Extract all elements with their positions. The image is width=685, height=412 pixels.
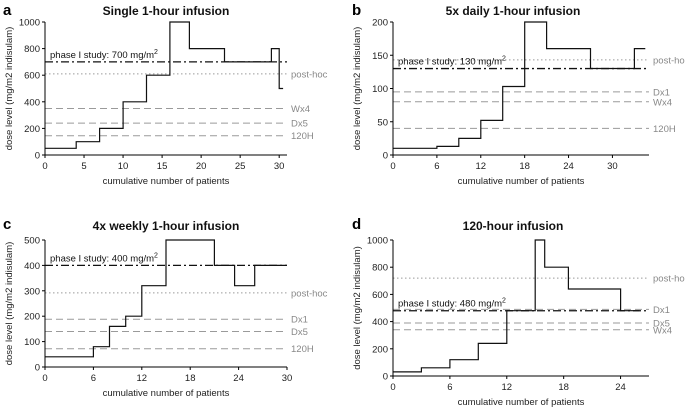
y-axis-label: dose level (mg/m2 indisulam) [352,246,363,370]
panel-a: a Single 1-hour infusion post-hoc Wx4 Dx5120… [3,2,328,187]
y-tick-label: 200 [372,18,388,29]
y-tick-label: 100 [24,337,40,348]
dose-step-line [393,21,646,149]
x-tick-label: 20 [196,161,207,172]
reference-label: Wx4 [291,104,310,115]
x-tick-label: 30 [607,161,618,172]
x-axis-label: cumulative number of patients [103,388,230,399]
reference-label: 120H [291,131,314,142]
y-tick-label: 400 [372,317,388,328]
x-tick-label: 18 [185,373,196,384]
panel-letter: b [352,2,361,19]
panel-title: Single 1-hour infusion [103,4,230,18]
phase-i-label: phase I study: 130 mg/m2 [398,56,506,68]
reference-label: Dx5 [291,327,308,338]
panel-letter: d [352,216,361,233]
x-tick-label: 24 [563,161,574,172]
x-tick-label: 24 [233,373,244,384]
reference-label: post-hoc [653,55,685,66]
phase-i-label-sup: 2 [502,298,506,305]
y-tick-label: 200 [372,344,388,355]
x-tick-label: 6 [91,373,96,384]
reference-label: Wx4 [653,325,672,336]
reference-label: 120H [653,124,676,135]
y-tick-label: 0 [35,151,40,162]
y-tick-label: 600 [24,71,40,82]
reference-label: Dx1 [291,315,308,326]
panel-letter: a [3,2,12,19]
phase-i-label-sup: 2 [154,252,158,259]
phase-i-label-sup: 2 [502,56,506,63]
reference-label: Dx1 [653,305,670,316]
dose-step-line [45,239,287,358]
reference-label: post-hoc [291,69,328,80]
y-tick-label: 200 [24,312,40,323]
y-tick-label: 300 [24,286,40,297]
panel-c: c 4x weekly 1-hour infusion post-hoc Dx1Dx5… [3,216,328,399]
phase-i-label: phase I study: 400 mg/m2 [50,252,158,264]
phase-i-label: phase I study: 480 mg/m2 [398,298,506,310]
y-tick-label: 0 [383,151,388,162]
phase-i-label: phase I study: 700 mg/m2 [50,49,158,61]
x-tick-label: 0 [42,373,47,384]
x-tick-label: 12 [501,382,512,393]
y-tick-label: 0 [35,363,40,374]
x-tick-label: 12 [137,373,148,384]
x-tick-label: 10 [118,161,129,172]
x-axis-label: cumulative number of patients [458,397,585,408]
phase-i-label-sup: 2 [154,49,158,56]
x-tick-label: 6 [447,382,452,393]
x-tick-label: 18 [519,161,530,172]
y-tick-label: 100 [372,84,388,95]
y-tick-label: 800 [24,44,40,55]
x-tick-label: 0 [390,382,395,393]
reference-label: Wx4 [653,97,672,108]
y-tick-label: 400 [24,97,40,108]
x-axis-label: cumulative number of patients [103,176,230,187]
y-tick-label: 1000 [19,18,40,29]
x-tick-label: 15 [157,161,168,172]
y-tick-label: 50 [377,117,388,128]
dose-step-line [393,239,640,373]
y-axis-label: dose level (mg/m2 indisulam) [352,27,363,151]
reference-label: 120H [291,344,314,355]
panel-letter: c [3,216,11,233]
x-tick-label: 24 [615,382,626,393]
y-tick-label: 1000 [367,236,388,247]
x-tick-label: 6 [434,161,439,172]
reference-label: Dx5 [291,119,308,130]
reference-label: post-hoc [291,288,328,299]
reference-label: Dx1 [653,87,670,98]
x-axis-label: cumulative number of patients [458,176,585,187]
y-tick-label: 150 [372,51,388,62]
panel-title: 120-hour infusion [463,219,564,233]
reference-label: Dx5 [653,318,670,329]
x-tick-label: 0 [390,161,395,172]
panel-title: 4x weekly 1-hour infusion [93,219,240,233]
x-tick-label: 0 [42,161,47,172]
x-tick-label: 18 [558,382,569,393]
y-tick-label: 200 [24,124,40,135]
reference-label: post-hoc [653,274,685,285]
dose-step-line [45,21,284,149]
x-tick-label: 30 [282,373,293,384]
x-tick-label: 30 [274,161,285,172]
y-tick-label: 500 [24,236,40,247]
panel-title: 5x daily 1-hour infusion [446,4,581,18]
x-tick-label: 12 [475,161,486,172]
y-axis-label: dose level (mg/m2 indisulam) [4,27,15,151]
y-tick-label: 400 [24,261,40,272]
y-tick-label: 800 [372,263,388,274]
y-tick-label: 0 [383,372,388,383]
x-tick-label: 25 [235,161,246,172]
x-tick-label: 5 [81,161,86,172]
y-tick-label: 600 [372,290,388,301]
y-axis-label: dose level (mg/m2 indisulam) [4,242,15,366]
